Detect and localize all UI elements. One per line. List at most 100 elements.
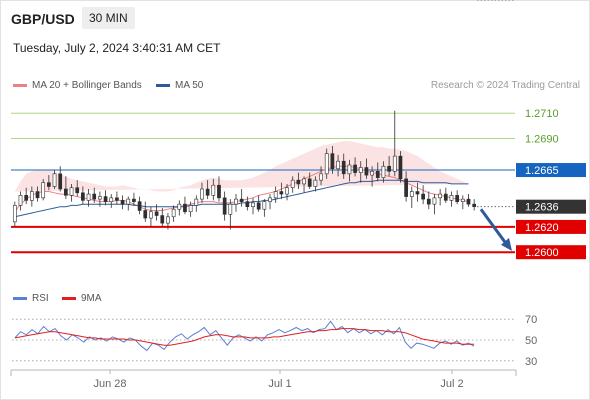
candle-down	[35, 191, 40, 199]
candle-down	[115, 197, 119, 201]
candle-down	[64, 188, 68, 196]
candle-down	[24, 195, 29, 201]
candle-up	[200, 188, 204, 200]
level-label-last: 1.2636	[525, 202, 559, 214]
candle-up	[69, 187, 74, 196]
legend-ma20-label: MA 20 + Bollinger Bands	[32, 80, 142, 91]
forecast-arrow-shaft	[479, 208, 509, 246]
candle-down	[466, 198, 471, 205]
candle-up	[313, 179, 318, 187]
candle-up	[432, 197, 437, 205]
legend-rsi: RSI	[13, 293, 49, 304]
x-axis-label: Jul 2	[440, 378, 463, 390]
legend-rsi-label: RSI	[32, 293, 49, 304]
legend-9ma-swatch	[62, 297, 76, 300]
candle-up	[290, 179, 295, 189]
candle-down	[183, 203, 187, 213]
legend-ma50-swatch	[156, 84, 170, 87]
currency-pair-title: GBP/USD	[11, 11, 75, 27]
candle-down	[239, 198, 244, 202]
candle-up	[285, 187, 289, 195]
candle-up	[109, 197, 114, 202]
candle-up	[302, 178, 306, 185]
level-label-support: 1.2600	[525, 247, 559, 259]
candle-down	[404, 178, 408, 197]
legend-9ma: 9MA	[62, 293, 102, 304]
candle-up	[12, 205, 17, 223]
level-label-box-support	[516, 219, 586, 234]
legend-ma50-label: MA 50	[175, 80, 204, 91]
candle-up	[211, 184, 216, 196]
candle-down	[364, 167, 369, 176]
candle-up	[177, 203, 182, 210]
candle-down	[387, 165, 391, 172]
candle-down	[103, 196, 108, 202]
candle-down	[472, 203, 477, 207]
candle-down	[279, 191, 284, 195]
candle-up	[262, 201, 267, 210]
candle-down	[443, 193, 448, 201]
timestamp: Tuesday, July 2, 2024 3:40:31 AM CET	[13, 41, 221, 55]
candle-down	[296, 179, 301, 185]
candle-up	[438, 193, 442, 199]
candle-down	[75, 187, 80, 194]
candle-down	[353, 164, 357, 173]
legend-ma20-swatch	[13, 84, 27, 87]
candle-up	[460, 198, 465, 202]
candle-up	[268, 197, 272, 202]
candle-up	[392, 155, 397, 172]
candle-down	[307, 178, 312, 187]
legend-rsi-swatch	[13, 297, 27, 300]
candle-up	[251, 202, 255, 207]
candle-down	[154, 211, 159, 216]
candle-up	[29, 191, 34, 201]
rsi-line	[14, 320, 475, 352]
candle-up	[381, 165, 386, 178]
candle-up	[194, 198, 199, 206]
candle-up	[52, 173, 57, 187]
candle-down	[92, 193, 97, 200]
timeframe-badge[interactable]: 30 MIN	[82, 7, 135, 29]
candle-down	[341, 160, 346, 175]
legend-ma20: MA 20 + Bollinger Bands	[13, 80, 142, 91]
candle-up	[41, 182, 46, 199]
legend-ma50: MA 50	[156, 80, 203, 91]
candle-down	[120, 200, 125, 205]
candle-up	[86, 193, 91, 201]
candle-down	[415, 191, 420, 195]
level-label-box-support	[516, 245, 586, 260]
candle-up	[234, 198, 238, 205]
candle-down	[132, 198, 136, 202]
forecast-arrow-head	[501, 237, 512, 251]
candle-up	[336, 160, 340, 170]
candle-down	[455, 195, 460, 202]
legend-9ma-label: 9MA	[81, 293, 102, 304]
candle-up	[18, 195, 23, 206]
candle-up	[98, 196, 102, 200]
candle-up	[409, 191, 414, 197]
candle-up	[319, 173, 323, 181]
candle-up	[273, 191, 278, 199]
bollinger-band	[14, 141, 469, 192]
level-label-support: 1.2620	[525, 222, 559, 234]
candle-down	[245, 201, 250, 207]
x-axis-label: Jun 28	[93, 378, 126, 390]
candle-down	[330, 153, 335, 170]
candle-down	[256, 202, 261, 210]
candle-down	[217, 184, 221, 199]
candle-down	[143, 210, 148, 219]
candle-up	[228, 203, 233, 215]
candle-up	[358, 167, 363, 173]
candle-down	[81, 192, 85, 201]
watermark-text: Research © 2024 Trading Central	[430, 80, 580, 91]
level-label-target: 1.2690	[525, 133, 559, 145]
candle-down	[222, 197, 227, 215]
candle-up	[171, 208, 176, 218]
candle-up	[166, 216, 170, 224]
rsi-axis-label: 50	[525, 335, 537, 347]
candle-up	[126, 198, 131, 205]
candle-up	[370, 171, 374, 176]
candle-up	[149, 211, 153, 219]
level-label-box-last	[516, 199, 586, 214]
level-label-target: 1.2710	[525, 108, 559, 120]
